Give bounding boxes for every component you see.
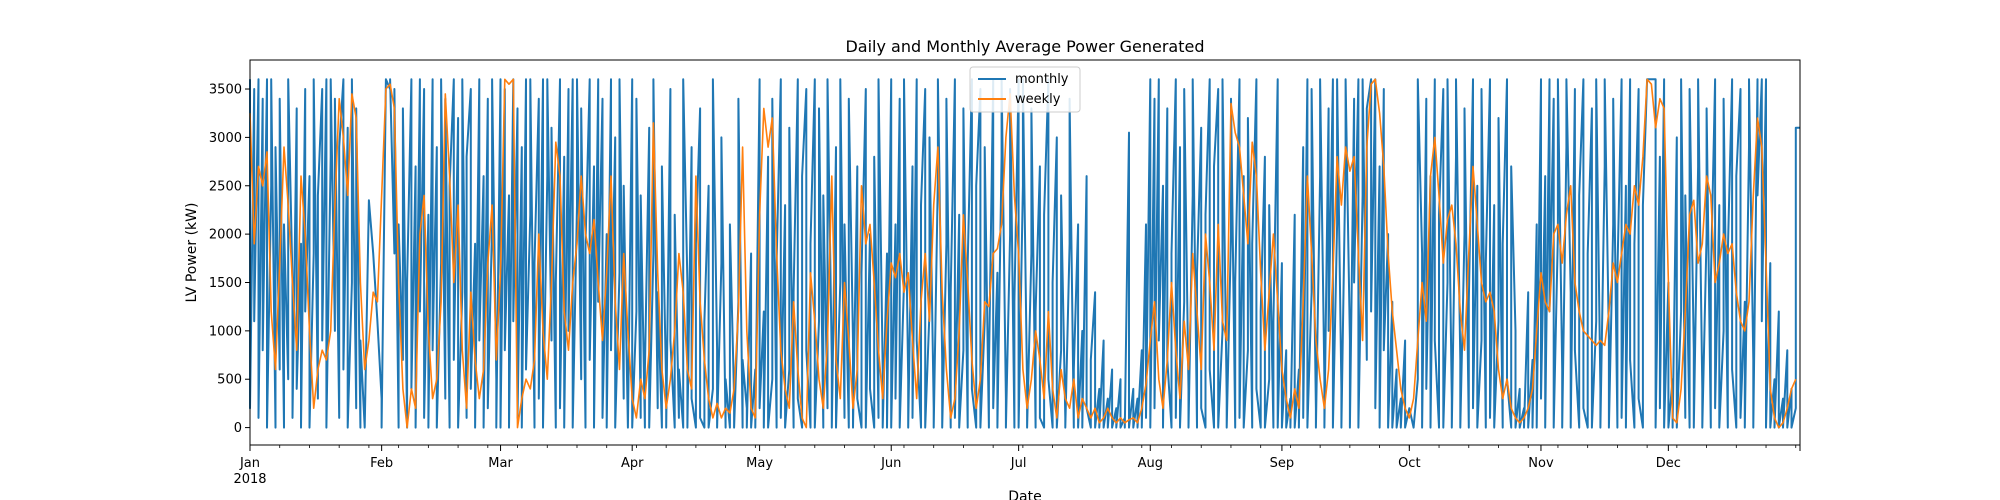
series-line-monthly (249, 78, 1800, 429)
legend-label-monthly: monthly (1015, 72, 1069, 87)
y-axis: 0 500 1000 1500 2000 2500 3000 3500 (209, 83, 250, 436)
chart-title: Daily and Monthly Average Power Generate… (845, 37, 1204, 56)
plot-area-frame (249, 59, 1801, 446)
legend-label-weekly: weekly (1015, 92, 1061, 107)
x-tick-label: Jun (880, 456, 901, 471)
x-tick-label: Jan (239, 456, 260, 471)
legend: monthly weekly (969, 66, 1081, 113)
x-axis-label: Date (1008, 489, 1041, 500)
y-tick-label: 2000 (209, 228, 242, 243)
x-tick-label: Apr (621, 456, 644, 471)
y-tick-label: 3000 (209, 131, 242, 146)
x-tick-label: Mar (488, 456, 513, 471)
y-tick-label: 0 (234, 421, 242, 436)
y-axis-label: LV Power (kW) (184, 203, 200, 303)
x-tick-sublabel: 2018 (233, 472, 266, 487)
x-tick-label: Nov (1528, 456, 1554, 471)
y-tick-label: 500 (217, 373, 242, 388)
y-tick-label: 1000 (209, 324, 242, 339)
y-tick-label: 3500 (209, 83, 242, 98)
y-tick-label: 2500 (209, 179, 242, 194)
y-tick-label: 1500 (209, 276, 242, 291)
series-line-weekly (249, 78, 1797, 429)
x-tick-label: May (746, 456, 773, 471)
x-tick-label: Oct (1398, 456, 1420, 471)
x-tick-label: Feb (370, 456, 393, 471)
x-tick-label: Sep (1270, 456, 1295, 471)
x-tick-label: Aug (1138, 456, 1163, 471)
x-tick-label: Jul (1010, 456, 1027, 471)
x-tick-label: Dec (1656, 456, 1681, 471)
series-layer (249, 78, 1800, 429)
